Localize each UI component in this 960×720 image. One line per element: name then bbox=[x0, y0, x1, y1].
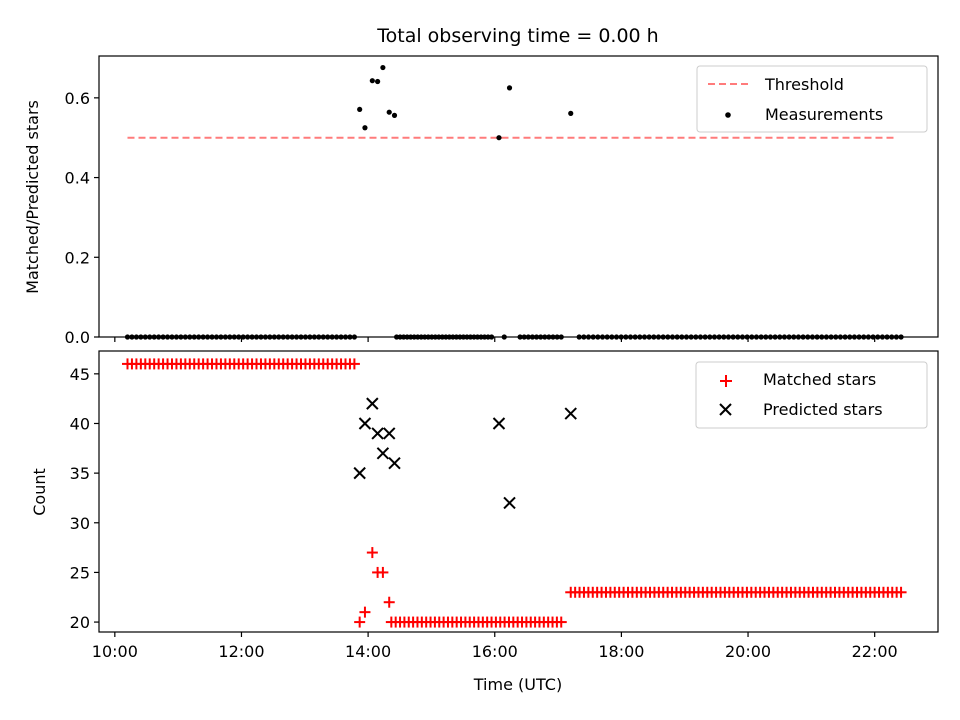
measurement-point bbox=[506, 85, 513, 91]
bottom-y-tick-label: 30 bbox=[70, 514, 90, 533]
top-plot-frame bbox=[98, 55, 939, 338]
measurement-point bbox=[362, 125, 368, 131]
predicted-stars-point bbox=[564, 407, 577, 420]
predicted-stars-point bbox=[366, 397, 379, 410]
bottom-y-tick-label: 25 bbox=[70, 563, 90, 582]
predicted-stars-point bbox=[383, 427, 396, 440]
measurement-point bbox=[369, 78, 375, 84]
top-panel: Total observing time = 0.00 h Matched/Pr… bbox=[23, 25, 939, 347]
top-y-tick-label: 0.0 bbox=[65, 328, 90, 347]
top-plot-marks bbox=[124, 64, 904, 340]
top-y-ticks: 0.0 0.2 0.4 0.6 bbox=[65, 89, 99, 347]
top-legend-box bbox=[696, 65, 928, 133]
bottom-x-tick-label: 18:00 bbox=[598, 642, 644, 661]
measurement-point bbox=[391, 112, 398, 118]
measurement-point bbox=[496, 135, 502, 141]
matched-stars-legend-marker bbox=[720, 375, 732, 387]
predicted-stars-point bbox=[358, 417, 372, 430]
bottom-y-ticks: 20 25 30 35 40 45 bbox=[70, 365, 99, 632]
bottom-y-tick-label: 40 bbox=[70, 414, 90, 433]
matched-stars-point bbox=[383, 596, 395, 608]
matched-stars-point bbox=[377, 566, 389, 578]
measurements-legend-marker bbox=[725, 112, 731, 118]
predicted-stars-point bbox=[388, 456, 401, 470]
top-legend: Threshold Measurements bbox=[696, 65, 928, 133]
top-y-tick-label: 0.2 bbox=[65, 248, 90, 267]
bottom-x-ticks: 10:00 12:00 14:00 16:00 18:00 20:00 22:00 bbox=[92, 632, 898, 661]
bottom-x-tick-label: 22:00 bbox=[852, 642, 898, 661]
bottom-panel: Count Time (UTC) 20 25 30 35 40 45 10:00 12:00… bbox=[30, 350, 939, 694]
predicted-stars-point bbox=[376, 447, 390, 460]
bottom-x-tick-label: 10:00 bbox=[92, 642, 138, 661]
threshold-legend-label: Threshold bbox=[764, 75, 844, 94]
matched-stars-point bbox=[359, 606, 371, 618]
bottom-plot-frame bbox=[98, 350, 939, 633]
bottom-x-tick-label: 12:00 bbox=[218, 642, 264, 661]
matched-stars-point bbox=[895, 586, 907, 598]
predicted-stars-point bbox=[503, 496, 516, 510]
matched-stars-point bbox=[555, 616, 567, 628]
predicted-stars-point bbox=[353, 466, 366, 480]
measurement-point bbox=[568, 110, 574, 116]
bottom-y-tick-label: 20 bbox=[70, 613, 90, 632]
chart-title: Total observing time = 0.00 h bbox=[376, 25, 658, 47]
bottom-plot-marks bbox=[121, 358, 907, 628]
bottom-x-tick-label: 16:00 bbox=[472, 642, 518, 661]
measurement-point bbox=[380, 64, 386, 71]
measurement-point bbox=[386, 109, 392, 115]
bottom-y-axis-label: Count bbox=[30, 468, 49, 516]
matched-stars-point bbox=[348, 358, 360, 370]
bottom-legend: Matched stars Predicted stars bbox=[695, 361, 928, 429]
top-x-ticks bbox=[114, 337, 876, 342]
measurement-point bbox=[357, 106, 363, 113]
predicted-stars-legend-marker bbox=[719, 403, 732, 416]
bottom-y-tick-label: 45 bbox=[70, 365, 90, 384]
x-axis-label: Time (UTC) bbox=[473, 675, 562, 694]
bottom-x-tick-label: 14:00 bbox=[345, 642, 391, 661]
measurements-legend-label: Measurements bbox=[765, 105, 883, 124]
measurement-point bbox=[375, 78, 381, 85]
predicted-stars-legend-label: Predicted stars bbox=[763, 400, 883, 419]
matched-stars-point bbox=[354, 616, 366, 628]
top-y-tick-label: 0.6 bbox=[65, 89, 90, 108]
predicted-stars-point bbox=[492, 417, 506, 430]
matched-stars-point bbox=[366, 547, 378, 559]
matched-stars-legend-label: Matched stars bbox=[763, 370, 876, 389]
bottom-y-tick-label: 35 bbox=[70, 464, 90, 483]
top-y-tick-label: 0.4 bbox=[65, 169, 90, 188]
predicted-stars-point bbox=[371, 427, 384, 440]
bottom-x-tick-label: 20:00 bbox=[725, 642, 771, 661]
bottom-legend-box bbox=[695, 361, 928, 429]
top-y-axis-label: Matched/Predicted stars bbox=[23, 100, 42, 294]
